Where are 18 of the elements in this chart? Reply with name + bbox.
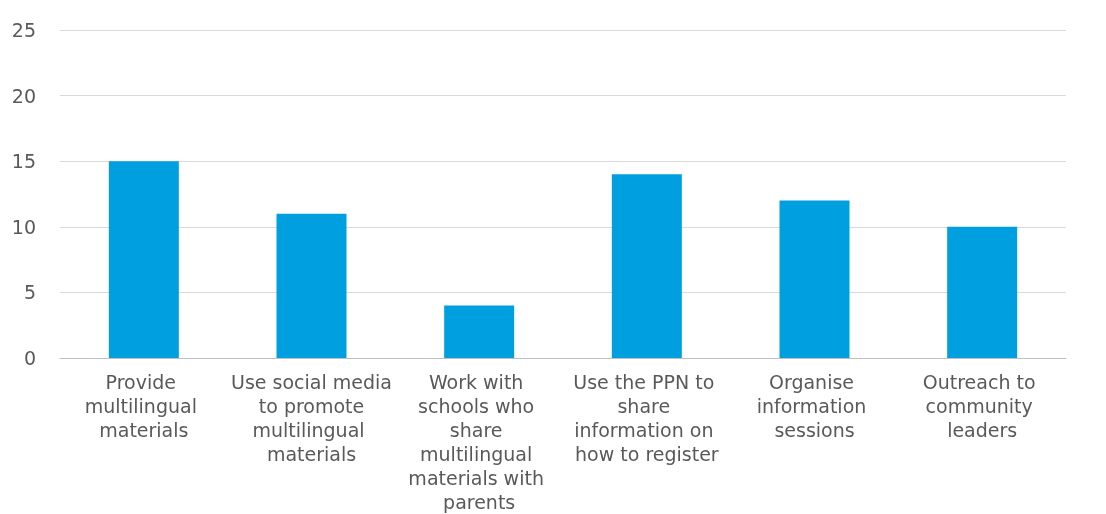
bar <box>108 161 179 358</box>
y-tick-label: 25 <box>11 19 36 41</box>
x-tick-label: Use the PPN to share information on how to register <box>573 371 721 465</box>
bar <box>779 200 850 358</box>
y-tick-label: 15 <box>11 150 36 173</box>
x-tick-label: Outreach to community leaders <box>922 371 1042 441</box>
bar <box>444 305 515 358</box>
y-tick-label: 10 <box>11 215 36 238</box>
x-tick-label: Work with schools who share multilingual materials with parents <box>408 371 550 513</box>
bar <box>611 174 682 358</box>
bar <box>276 213 347 358</box>
x-tick-label: Provide multilingual materials <box>84 371 203 441</box>
bar <box>947 226 1018 358</box>
y-tick-label: 0 <box>23 347 36 369</box>
y-tick-label: 5 <box>23 281 36 304</box>
x-tick-label: Organise information sessions <box>756 371 873 441</box>
y-tick-label: 20 <box>11 84 36 107</box>
x-tick-label: Use social media to promote multilingual materials <box>231 371 392 465</box>
